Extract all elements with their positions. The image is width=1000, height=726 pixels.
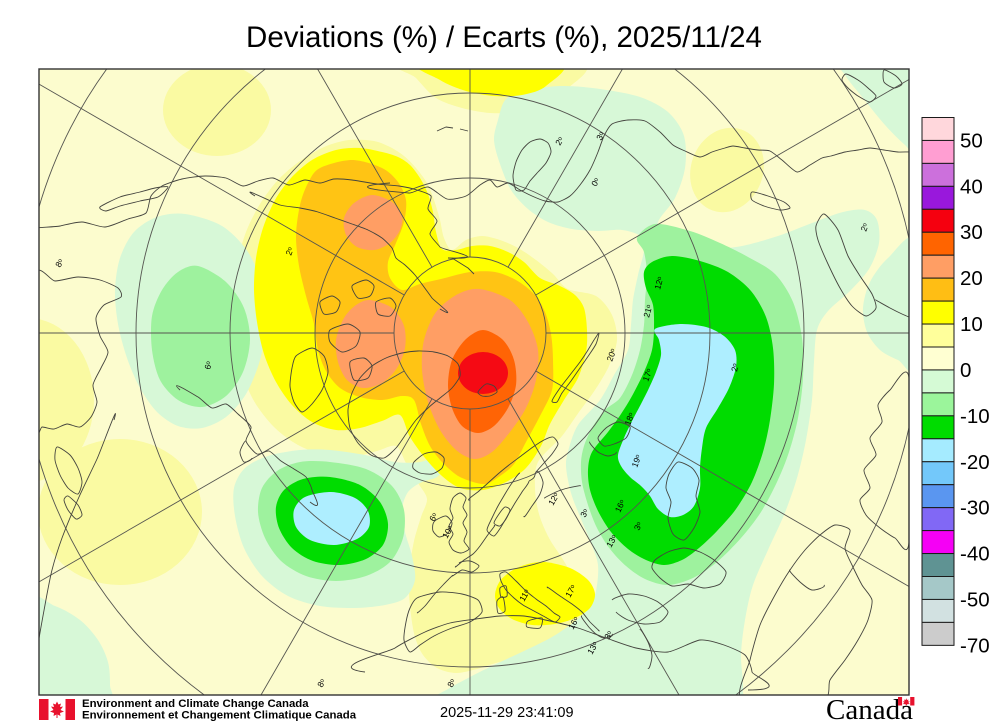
svg-text:10: 10 [960,313,983,336]
svg-text:20: 20 [960,267,983,290]
svg-text:Environnement et Changement Cl: Environnement et Changement Climatique C… [82,710,357,722]
svg-text:20o: 20o [604,347,618,363]
svg-text:-50: -50 [960,589,990,612]
svg-text:18o: 18o [622,411,636,427]
svg-text:-70: -70 [960,634,990,657]
svg-text:2o: 2o [283,245,295,257]
svg-text:-40: -40 [960,543,990,566]
svg-text:2o: 2o [858,221,870,233]
svg-text:40: 40 [960,175,983,198]
svg-text:30: 30 [960,221,983,244]
svg-text:Environment and Climate Change: Environment and Climate Change Canada [82,698,309,710]
svg-text:-30: -30 [960,497,990,520]
svg-text:Deviations (%) / Ecarts (%), 2: Deviations (%) / Ecarts (%), 2025/11/24 [246,21,762,54]
svg-text:-10: -10 [960,405,990,428]
svg-text:2025-11-29 23:41:09: 2025-11-29 23:41:09 [440,705,574,721]
svg-text:17o: 17o [640,367,654,383]
svg-text:2o: 2o [729,362,740,372]
svg-text:50: 50 [960,129,983,152]
svg-text:6o: 6o [202,359,214,370]
svg-text:0: 0 [960,359,971,382]
svg-text:19o: 19o [629,453,643,469]
svg-text:-20: -20 [960,451,990,474]
